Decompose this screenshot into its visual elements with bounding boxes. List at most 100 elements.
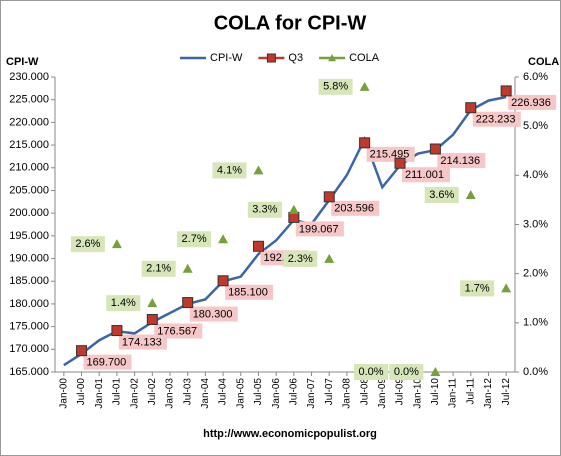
y-tick-label: 170.000 <box>9 343 49 355</box>
y2-tick-label: 6.0% <box>523 71 548 83</box>
legend-label: CPI-W <box>210 52 243 64</box>
y-tick-label: 225.000 <box>9 94 49 106</box>
data-label: 4.1% <box>217 164 242 176</box>
q3-marker <box>182 297 194 309</box>
y-tick-label: 190.000 <box>9 252 49 264</box>
legend-marker <box>266 53 276 63</box>
x-tick-label: Jul-08 <box>359 378 370 406</box>
legend-marker <box>328 54 337 62</box>
x-tick-label: Jan-06 <box>271 378 282 409</box>
cola-marker <box>359 81 370 91</box>
cola-marker <box>501 283 512 293</box>
label-box <box>460 280 495 297</box>
x-tick-label: Jan-08 <box>342 378 353 409</box>
x-tick-label: Jan-04 <box>200 378 211 409</box>
x-tick-label: Jan-01 <box>94 378 105 409</box>
q3-marker <box>323 191 335 203</box>
x-tick-label: Jul-12 <box>501 378 512 406</box>
y-tick-label: 220.000 <box>9 116 49 128</box>
x-tick-label: Jul-10 <box>430 378 441 406</box>
x-tick-label: Jan-02 <box>129 378 140 409</box>
label-box <box>472 111 521 127</box>
data-label: 2.3% <box>288 253 313 265</box>
label-box <box>106 295 141 312</box>
x-tick-label: Jul-02 <box>147 378 158 406</box>
cola-marker <box>253 165 264 175</box>
x-tick-label: Jul-07 <box>324 378 335 406</box>
data-label: 0.0% <box>358 366 383 378</box>
label-box <box>402 167 450 183</box>
y-tick-label: 165.000 <box>9 366 49 378</box>
q3-marker <box>146 314 158 326</box>
q3-marker <box>429 143 441 155</box>
label-box <box>247 201 282 218</box>
cola-marker <box>465 190 476 199</box>
y-axis-label: CPI-W <box>6 56 39 68</box>
x-tick-label: Jan-10 <box>412 378 423 409</box>
x-tick-label: Jul-09 <box>395 378 406 406</box>
data-label: 199.067 <box>299 223 339 235</box>
data-label: 174.133 <box>122 336 162 348</box>
label-box <box>508 94 557 110</box>
y2-axis-label: COLA <box>528 56 559 68</box>
data-label: 1.4% <box>111 297 136 309</box>
q3-marker <box>76 345 88 357</box>
label-box <box>331 200 380 216</box>
x-tick-label: Jan-05 <box>235 378 246 409</box>
y-tick-label: 200.000 <box>9 207 49 219</box>
x-tick-label: Jan-09 <box>377 378 388 409</box>
x-tick-label: Jul-01 <box>112 378 123 406</box>
q3-marker <box>288 211 300 223</box>
x-tick-label: Jan-07 <box>306 378 317 409</box>
q3-marker <box>465 102 477 114</box>
data-label: 3.3% <box>252 204 277 216</box>
x-tick-label: Jan-12 <box>483 378 494 409</box>
data-label: 180.300 <box>193 308 233 320</box>
label-box <box>437 152 486 168</box>
label-box <box>389 364 424 380</box>
y-tick-label: 205.000 <box>9 184 49 196</box>
y2-tick-label: 5.0% <box>523 120 548 132</box>
q3-marker <box>359 137 371 149</box>
q3-marker <box>111 325 123 337</box>
data-label: 214.136 <box>440 155 480 167</box>
x-tick-label: Jan-00 <box>58 378 69 409</box>
y2-tick-label: 1.0% <box>523 317 548 329</box>
label-box <box>225 284 274 300</box>
cola-marker <box>288 204 299 214</box>
y-tick-label: 185.000 <box>9 275 49 287</box>
x-tick-label: Jan-11 <box>448 378 459 408</box>
label-box <box>424 187 459 203</box>
data-label: 169.700 <box>87 357 127 369</box>
q3-marker <box>500 85 512 97</box>
x-tick-label: Jul-04 <box>218 378 229 406</box>
y-tick-label: 175.000 <box>9 321 49 333</box>
cola-marker <box>182 263 193 273</box>
y2-tick-label: 4.0% <box>523 169 548 181</box>
data-label: 2.7% <box>182 233 207 245</box>
y2-tick-label: 3.0% <box>523 218 548 230</box>
label-box <box>83 354 132 370</box>
cola-marker <box>147 298 158 308</box>
legend-label: Q3 <box>288 52 303 64</box>
cola-marker <box>324 253 335 263</box>
data-label: 2.1% <box>146 263 171 275</box>
q3-marker <box>217 275 229 287</box>
data-label: 176.567 <box>157 325 197 337</box>
label-box <box>177 231 212 248</box>
chart-title: COLA for CPI-W <box>214 12 367 34</box>
data-label: 211.001 <box>405 169 444 181</box>
data-label: 2.6% <box>75 238 100 250</box>
data-label: 226.936 <box>511 97 551 109</box>
data-label: 185.100 <box>228 287 268 299</box>
data-label: 0.0% <box>394 366 419 378</box>
data-label: 1.7% <box>465 282 490 294</box>
label-box <box>70 236 105 253</box>
x-tick-label: Jul-06 <box>288 378 299 406</box>
label-box <box>154 323 203 339</box>
y2-tick-label: 0.0% <box>523 366 548 378</box>
x-tick-label: Jul-11 <box>465 378 476 405</box>
x-tick-label: Jul-00 <box>76 378 87 406</box>
